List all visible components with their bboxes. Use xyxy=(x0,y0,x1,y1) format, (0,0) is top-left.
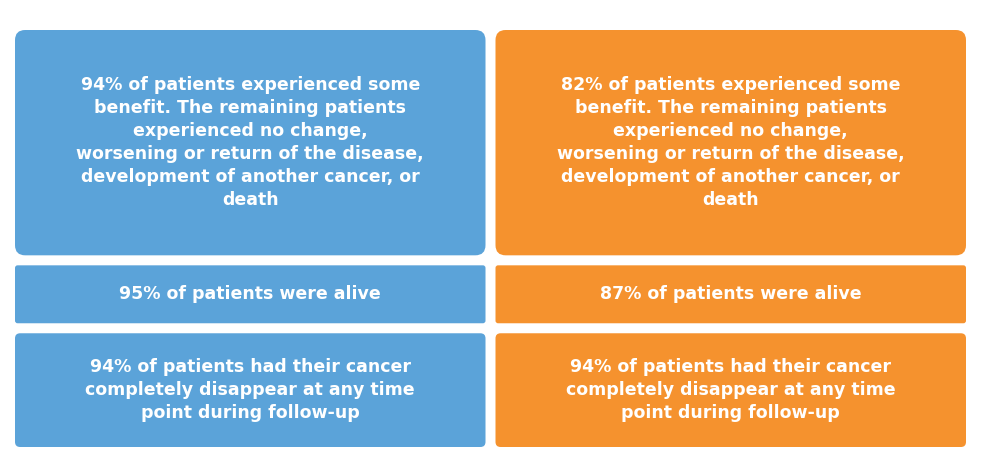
Text: 87% of patients were alive: 87% of patients were alive xyxy=(600,286,861,303)
FancyBboxPatch shape xyxy=(15,333,486,447)
FancyBboxPatch shape xyxy=(495,30,966,255)
FancyBboxPatch shape xyxy=(495,265,966,323)
FancyBboxPatch shape xyxy=(15,265,486,323)
Text: 94% of patients had their cancer
completely disappear at any time
point during f: 94% of patients had their cancer complet… xyxy=(85,358,415,422)
Text: 95% of patients were alive: 95% of patients were alive xyxy=(120,286,382,303)
Text: 94% of patients experienced some
benefit. The remaining patients
experienced no : 94% of patients experienced some benefit… xyxy=(77,76,424,209)
Text: 82% of patients experienced some
benefit. The remaining patients
experienced no : 82% of patients experienced some benefit… xyxy=(557,76,904,209)
FancyBboxPatch shape xyxy=(15,30,486,255)
FancyBboxPatch shape xyxy=(495,333,966,447)
Text: 94% of patients had their cancer
completely disappear at any time
point during f: 94% of patients had their cancer complet… xyxy=(566,358,896,422)
